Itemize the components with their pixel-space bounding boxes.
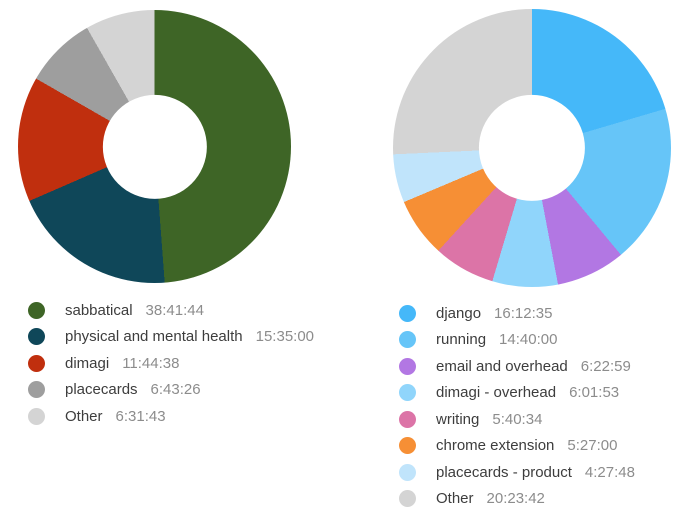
legend-color-dot bbox=[399, 437, 416, 455]
legend-label: running bbox=[436, 331, 487, 349]
legend-item-chrome-extension[interactable]: chrome extension 5:27:00 bbox=[399, 433, 635, 460]
legend-label: dimagi bbox=[65, 354, 110, 372]
legend-item-sabbatical[interactable]: sabbatical 38:41:44 bbox=[28, 297, 314, 324]
legend-value: 6:01:53 bbox=[569, 384, 620, 402]
legend-item-placecards-product[interactable]: placecards - product 4:27:48 bbox=[399, 459, 635, 486]
legend-value: 6:31:43 bbox=[115, 407, 166, 425]
activities-donut-chart[interactable] bbox=[393, 9, 671, 287]
legend-item-other[interactable]: Other 20:23:42 bbox=[399, 486, 635, 513]
activities-legend: django 16:12:35 running 14:40:00 email a… bbox=[399, 300, 635, 512]
legend-item-physical-and-mental-health[interactable]: physical and mental health 15:35:00 bbox=[28, 324, 314, 351]
legend-value: 14:40:00 bbox=[499, 331, 558, 349]
legend-color-dot bbox=[399, 384, 416, 402]
legend-label: sabbatical bbox=[65, 301, 133, 319]
legend-label: physical and mental health bbox=[65, 328, 243, 346]
legend-label: dimagi - overhead bbox=[436, 384, 557, 402]
legend-value: 38:41:44 bbox=[145, 301, 204, 319]
legend-item-email-and-overhead[interactable]: email and overhead 6:22:59 bbox=[399, 353, 635, 380]
legend-item-placecards[interactable]: placecards 6:43:26 bbox=[28, 377, 314, 404]
legend-value: 4:27:48 bbox=[584, 463, 635, 481]
legend-value: 11:44:38 bbox=[122, 354, 180, 372]
legend-value: 5:27:00 bbox=[567, 437, 618, 455]
legend-item-dimagi-overhead[interactable]: dimagi - overhead 6:01:53 bbox=[399, 380, 635, 407]
legend-label: placecards - product bbox=[436, 463, 572, 481]
legend-color-dot bbox=[399, 304, 416, 322]
legend-label: writing bbox=[436, 410, 480, 428]
legend-value: 6:22:59 bbox=[580, 357, 631, 375]
donut-hole bbox=[478, 94, 586, 202]
legend-value: 16:12:35 bbox=[494, 304, 553, 322]
legend-label: django bbox=[436, 304, 482, 322]
legend-item-django[interactable]: django 16:12:35 bbox=[399, 300, 635, 327]
legend-item-writing[interactable]: writing 5:40:34 bbox=[399, 406, 635, 433]
legend-color-dot bbox=[399, 490, 416, 508]
legend-color-dot bbox=[28, 381, 45, 399]
legend-color-dot bbox=[28, 301, 45, 319]
legend-color-dot bbox=[28, 354, 45, 372]
legend-label: email and overhead bbox=[436, 357, 568, 375]
legend-color-dot bbox=[28, 407, 45, 425]
legend-label: Other bbox=[436, 490, 474, 508]
projects-legend: sabbatical 38:41:44 physical and mental … bbox=[28, 297, 314, 430]
legend-value: 20:23:42 bbox=[486, 490, 545, 508]
legend-value: 15:35:00 bbox=[255, 328, 315, 346]
legend-color-dot bbox=[399, 463, 416, 481]
legend-label: placecards bbox=[65, 381, 138, 399]
legend-label: chrome extension bbox=[436, 437, 555, 455]
legend-item-other[interactable]: Other 6:31:43 bbox=[28, 403, 314, 430]
legend-color-dot bbox=[28, 328, 45, 346]
donut-hole bbox=[102, 94, 207, 199]
legend-color-dot bbox=[399, 357, 416, 375]
legend-color-dot bbox=[399, 410, 416, 428]
legend-value: 6:43:26 bbox=[150, 381, 201, 399]
legend-item-dimagi[interactable]: dimagi 11:44:38 bbox=[28, 350, 314, 377]
legend-color-dot bbox=[399, 331, 416, 349]
projects-donut-chart[interactable] bbox=[18, 10, 291, 283]
legend-item-running[interactable]: running 14:40:00 bbox=[399, 327, 635, 354]
legend-label: Other bbox=[65, 407, 103, 425]
legend-value: 5:40:34 bbox=[492, 410, 543, 428]
